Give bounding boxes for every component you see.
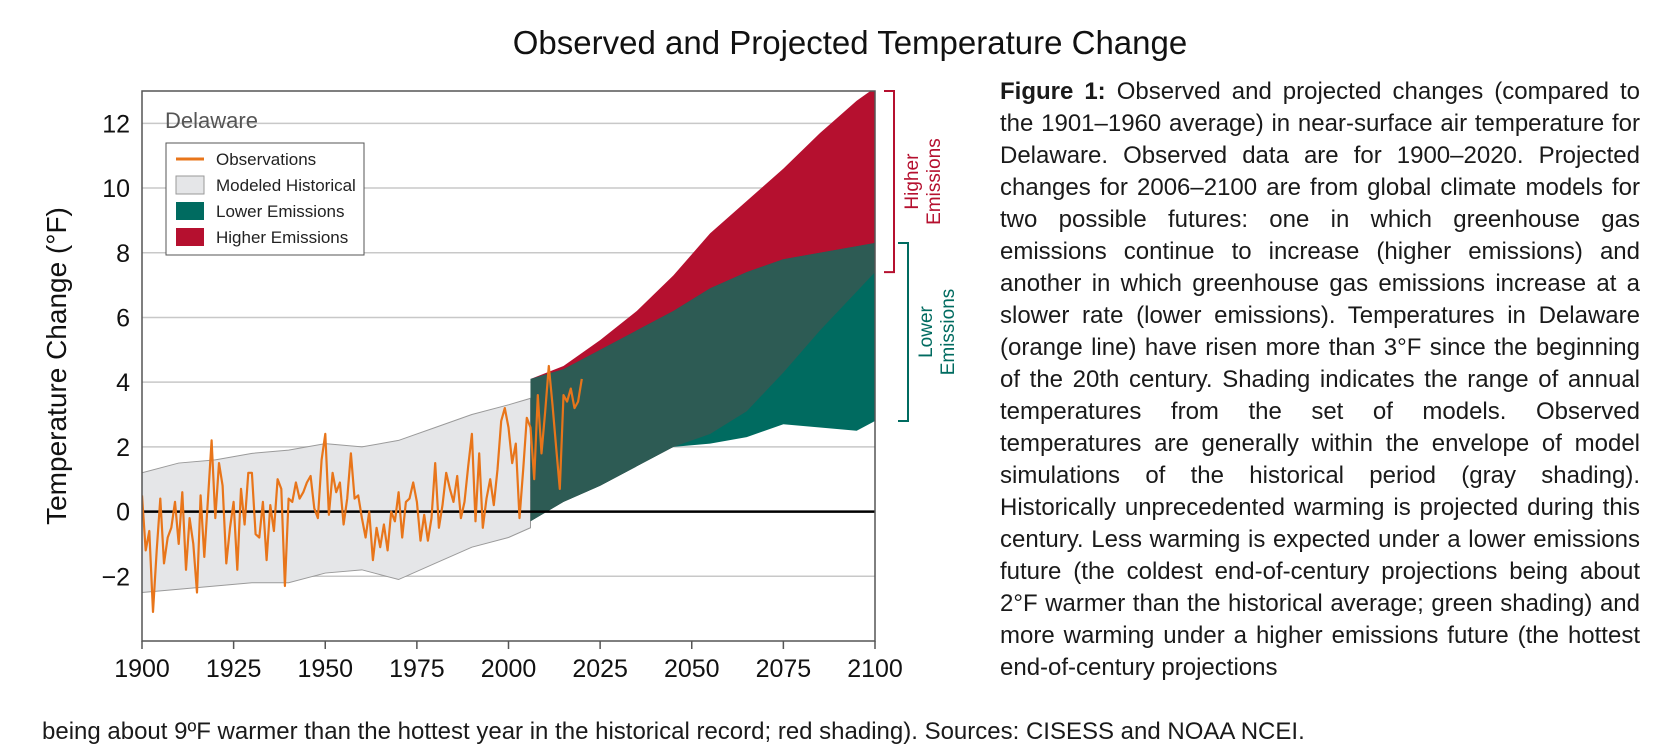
scenario-bracket-label: LowerEmissions	[916, 289, 959, 376]
legend-swatch	[176, 202, 204, 220]
caption-lead: Figure 1:	[1000, 78, 1106, 105]
y-tick-label: 6	[116, 304, 130, 332]
x-tick-label: 2100	[847, 655, 903, 683]
region-label: Delaware	[165, 108, 258, 133]
legend-label: Observations	[216, 150, 316, 169]
figure-caption: Figure 1: Observed and projected changes…	[1000, 76, 1640, 684]
legend-label: Modeled Historical	[216, 176, 356, 195]
y-tick-label: 0	[116, 499, 130, 527]
x-axis: 1900 1925 1950 1975 2000 2025 2050 2075 2100	[114, 641, 903, 683]
scenario-bracket	[898, 242, 909, 422]
y-tick-label: 4	[116, 369, 130, 397]
scenario-brackets: HigherEmissions LowerEmissions	[884, 90, 959, 422]
observations-line	[142, 364, 583, 614]
emissions-overlap-band	[530, 243, 875, 522]
y-tick-label: 8	[116, 240, 130, 268]
y-tick-label: 2	[116, 434, 130, 462]
y-tick-label: 10	[102, 175, 130, 203]
y-axis-label: Temperature Change (°F)	[41, 207, 72, 525]
y-axis: 12 10 8 6 4 2 0 −2	[101, 110, 130, 591]
y-tick-label: 12	[102, 110, 130, 138]
legend: Observations Modeled Historical Lower Emis…	[165, 142, 365, 256]
legend-swatch	[175, 175, 205, 195]
scenario-bracket-label: HigherEmissions	[902, 138, 945, 225]
chart-title: Observed and Projected Temperature Chang…	[512, 24, 1188, 61]
legend-label: Higher Emissions	[216, 228, 348, 247]
x-tick-label: 1925	[206, 655, 262, 683]
x-tick-label: 1900	[114, 655, 170, 683]
caption-body: Observed and projected changes (compared…	[1000, 78, 1640, 681]
y-tick-label: −2	[101, 563, 130, 591]
x-tick-label: 2000	[481, 655, 537, 683]
x-tick-label: 2075	[756, 655, 812, 683]
x-tick-label: 2050	[664, 655, 720, 683]
x-tick-label: 2025	[572, 655, 628, 683]
legend-label: Lower Emissions	[216, 202, 345, 221]
figure-caption-tail: being about 9ºF warmer than the hottest …	[42, 718, 1305, 745]
x-tick-label: 1950	[297, 655, 353, 683]
scenario-bracket	[884, 90, 895, 274]
x-tick-label: 1975	[389, 655, 445, 683]
legend-swatch	[176, 228, 204, 246]
